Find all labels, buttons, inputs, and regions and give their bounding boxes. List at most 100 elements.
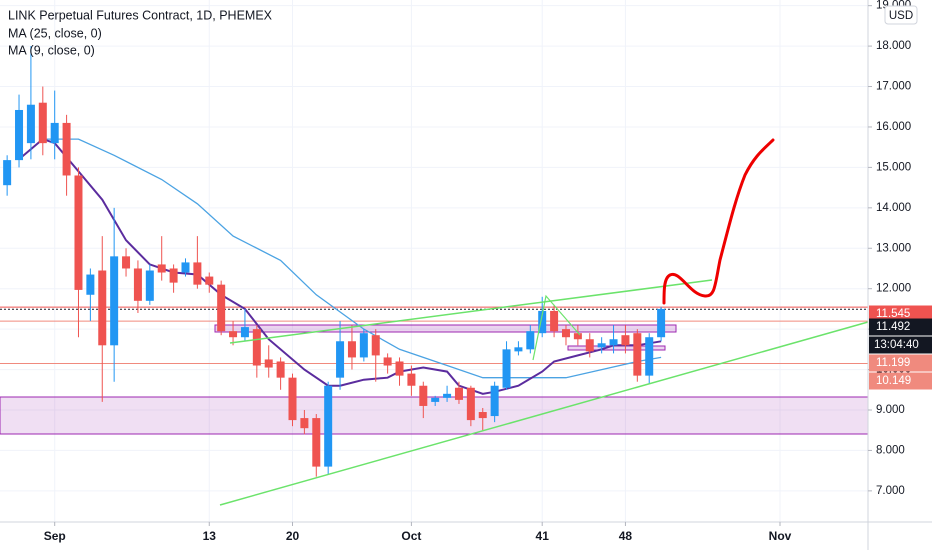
candle-body: [62, 122, 71, 176]
candle-body: [490, 385, 499, 417]
candle-body: [443, 393, 452, 398]
candle-body: [145, 270, 154, 301]
candle-body: [657, 308, 666, 338]
candle-body: [264, 359, 273, 368]
price-label-box: [869, 305, 932, 323]
candle-body: [3, 160, 12, 186]
candle-body: [157, 264, 166, 273]
candle-body: [252, 329, 261, 366]
candle-body: [15, 109, 24, 161]
candle-body: [431, 397, 440, 402]
candle-body: [181, 262, 190, 273]
price-label-box: [869, 372, 932, 390]
zone-box: [214, 324, 677, 333]
x-tick-label: Oct: [401, 529, 421, 543]
price-label: 10.149: [876, 375, 911, 387]
candle-body: [133, 268, 142, 301]
ma-line: [18, 137, 662, 395]
legend-entry: MA (25, close, 0): [8, 26, 102, 40]
candle-body: [550, 310, 559, 332]
currency-button[interactable]: [884, 5, 918, 25]
zone: [0, 396, 869, 435]
y-tick-label: 13.000: [876, 242, 911, 254]
candle-body: [585, 339, 594, 352]
price-label-box: [869, 318, 932, 336]
y-tick-label: 14.000: [876, 202, 911, 214]
candle-body: [359, 333, 368, 358]
legend-entry: MA (9, close, 0): [8, 43, 95, 57]
trendline: [532, 294, 581, 361]
candle-body: [336, 341, 345, 378]
grid: [0, 0, 868, 522]
candle-body: [324, 385, 333, 467]
candle-body: [26, 104, 35, 144]
y-tick-label: 8.000: [876, 444, 905, 456]
candle-body: [276, 361, 285, 378]
y-tick-label: 18.000: [876, 40, 911, 52]
trendline: [229, 279, 713, 344]
x-tick-label: Nov: [769, 529, 792, 543]
candle-body: [371, 335, 380, 356]
price-label-box: [869, 354, 932, 372]
x-tick-label: 48: [619, 529, 633, 543]
x-tick-label: Sep: [44, 529, 66, 543]
candle-body: [38, 102, 47, 144]
x-tick-label: 20: [286, 529, 300, 543]
candle-body: [122, 256, 131, 269]
candle-body: [395, 361, 404, 376]
candle-body: [240, 327, 249, 338]
candle-body: [633, 333, 642, 376]
candle-body: [621, 335, 630, 346]
axes: 7.0008.0009.00010.00011.00012.00013.0001…: [44, 0, 932, 543]
y-tick-label: 16.000: [876, 121, 911, 133]
price-axis: [868, 0, 932, 550]
x-tick-label: 13: [203, 529, 217, 543]
y-tick-label: 12.000: [876, 283, 911, 295]
candle-body: [514, 347, 523, 352]
candle-body: [383, 357, 392, 366]
candle-body: [110, 256, 119, 346]
candle-body: [609, 339, 618, 346]
candle-body: [645, 337, 654, 376]
trendline: [219, 321, 869, 506]
candle-body: [300, 418, 309, 429]
y-tick-label: 7.000: [876, 485, 905, 497]
candle-body: [573, 333, 582, 340]
candle-body: [478, 412, 487, 419]
candle-body: [502, 349, 511, 388]
candle-body: [561, 329, 570, 338]
hand-drawn-projection: [662, 138, 775, 305]
time-axis: [0, 522, 868, 550]
currency[interactable]: USD: [889, 10, 913, 22]
countdown: 13:04:40: [874, 339, 919, 351]
plot: [3, 46, 666, 477]
candle-body: [98, 270, 107, 346]
y-tick-label: 17.000: [876, 81, 911, 93]
candle-body: [86, 274, 95, 295]
candle-body: [419, 385, 428, 406]
candle-body: [454, 387, 463, 400]
candle-body: [193, 262, 202, 285]
countdown-box: [869, 336, 932, 354]
candle-body: [288, 377, 297, 421]
price-label: 11.199: [876, 357, 910, 369]
candle-body: [217, 284, 226, 332]
chart-title: LINK Perpetual Futures Contract, 1D, PHE…: [8, 8, 273, 22]
candle-body: [466, 387, 475, 421]
candle-body: [407, 373, 416, 386]
candle-body: [526, 331, 535, 350]
candle-body: [50, 122, 59, 144]
y-tick-label: 15.000: [876, 161, 911, 173]
ma-line: [42, 138, 662, 379]
price-label: 11.492: [876, 321, 910, 333]
candle-body: [229, 331, 238, 338]
candle-body: [205, 276, 214, 285]
x-tick-label: 41: [536, 529, 550, 543]
candle-body: [597, 343, 606, 348]
candle-body: [312, 418, 321, 467]
candle-body: [538, 310, 547, 334]
candle-body: [347, 341, 356, 358]
candle-body: [169, 268, 178, 283]
